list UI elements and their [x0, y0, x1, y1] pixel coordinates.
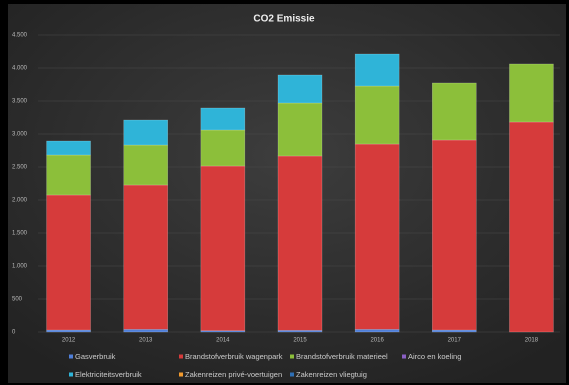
bar-segment	[277, 330, 323, 333]
y-tick-label: 4.000	[12, 66, 28, 72]
x-tick-label: 2014	[216, 338, 230, 344]
legend-label: Brandstofverbruik wagenpark	[185, 352, 283, 361]
bar-segment	[277, 155, 323, 331]
legend-swatch	[69, 354, 73, 359]
x-tick-label: 2016	[370, 338, 384, 344]
legend-swatch	[179, 372, 183, 377]
bar-segment	[354, 329, 400, 333]
bar-segment	[354, 143, 400, 330]
x-tick-label: 2017	[448, 338, 462, 344]
bar-segment	[46, 194, 91, 331]
legend-label: Gasverbruik	[75, 352, 116, 361]
legend-label: Brandstofverbruik materieel	[296, 352, 388, 361]
bar-segment	[432, 82, 477, 141]
y-tick-label: 2.000	[12, 198, 28, 204]
legend-swatch	[290, 354, 294, 359]
bar-segment	[277, 74, 323, 104]
legend-label: Zakenreizen privé-voertuigen	[185, 370, 282, 379]
bar-segment	[354, 53, 400, 87]
y-tick-label: 4.500	[12, 33, 28, 39]
bar-segment	[123, 119, 168, 146]
legend-label: Elektriciteitsverbruik	[75, 370, 142, 379]
x-tick-label: 2013	[139, 338, 153, 344]
legend-swatch	[290, 372, 294, 377]
y-tick-label: 1.500	[12, 231, 28, 237]
bar-segment	[123, 329, 168, 333]
bar-segment	[200, 107, 246, 131]
bar-segment	[509, 121, 554, 333]
bar-segment	[509, 63, 554, 123]
legend-swatch	[69, 372, 73, 377]
bar-segment	[46, 154, 91, 196]
bar-segment	[200, 165, 246, 331]
legend-label: Zakenreizen vliegtuig	[296, 370, 367, 379]
x-tick-label: 2012	[62, 338, 76, 344]
bar-segment	[46, 140, 91, 156]
chart-title: CO2 Emissie	[253, 14, 315, 25]
y-tick-label: 500	[12, 297, 23, 303]
bar-segment	[432, 139, 477, 331]
bar-segment	[432, 329, 477, 333]
y-tick-label: 0	[12, 330, 16, 336]
y-tick-label: 2.500	[12, 165, 28, 171]
y-tick-label: 1.000	[12, 264, 28, 270]
legend-swatch	[179, 354, 183, 359]
y-tick-label: 3.500	[12, 99, 28, 105]
y-tick-label: 3.000	[12, 132, 28, 138]
bar-segment	[46, 329, 91, 333]
bar-segment	[123, 184, 168, 330]
bar-segment	[354, 85, 400, 145]
bar-segment	[200, 129, 246, 167]
x-tick-label: 2018	[525, 338, 539, 344]
legend-label: Airco en koeling	[408, 352, 461, 361]
bar-segment	[277, 102, 323, 157]
legend-swatch	[402, 354, 406, 359]
x-tick-label: 2015	[293, 338, 307, 344]
bar-segment	[123, 144, 168, 186]
